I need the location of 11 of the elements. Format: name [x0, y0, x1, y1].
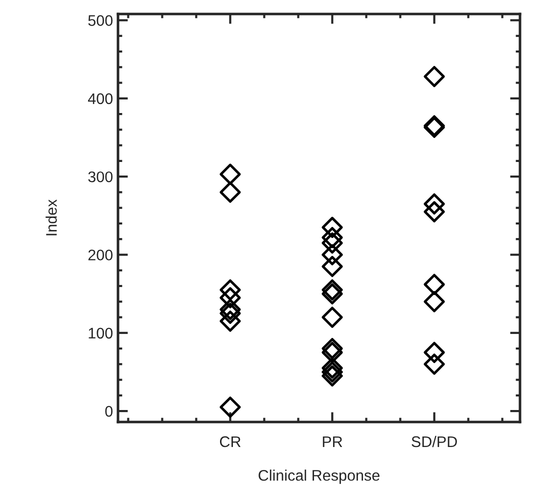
- x-tick-label: CR: [220, 436, 241, 448]
- y-tick-label: 0: [105, 406, 113, 417]
- y-tick-label: 300: [88, 171, 113, 182]
- y-tick-label: 400: [88, 93, 113, 104]
- x-tick-label: PR: [322, 436, 342, 447]
- y-axis-title: Index: [46, 199, 57, 236]
- x-axis-title: Clinical Response: [258, 470, 380, 484]
- y-tick-label: 100: [88, 328, 113, 339]
- y-tick-label: 200: [88, 250, 113, 260]
- y-tick-label: 500: [88, 15, 113, 26]
- x-tick-label: SD/PD: [412, 436, 457, 448]
